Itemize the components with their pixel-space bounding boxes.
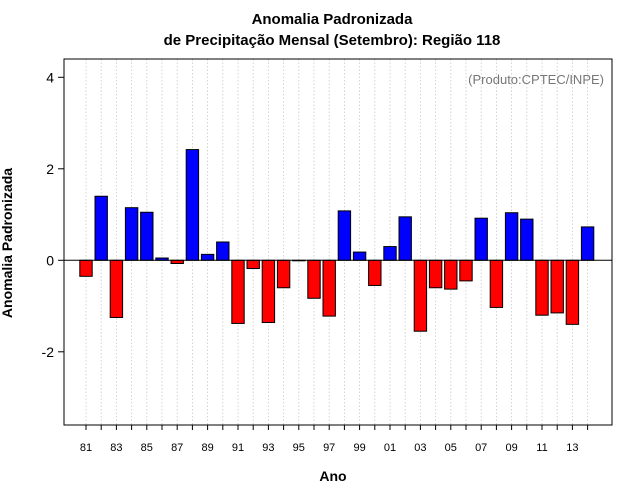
bar — [216, 241, 230, 261]
bar — [322, 259, 336, 317]
x-tick-label: 83 — [110, 442, 122, 454]
x-tick-label: 05 — [445, 442, 457, 454]
bar — [413, 259, 428, 332]
bar — [550, 259, 564, 314]
x-tick-label: 03 — [414, 442, 426, 454]
chart-title: Anomalia Padronizada — [252, 11, 414, 28]
bar — [185, 149, 200, 261]
credit-annotation: (Produto:CPTEC/INPE) — [468, 72, 604, 87]
bars — [79, 149, 595, 332]
x-tick-label: 07 — [475, 442, 487, 454]
x-tick-label: 09 — [505, 442, 517, 454]
bar — [474, 217, 488, 261]
bar — [94, 195, 108, 261]
bar — [246, 259, 260, 270]
x-tick-label: 93 — [262, 442, 274, 454]
bar — [535, 259, 549, 316]
x-tick-label: 99 — [353, 442, 365, 454]
x-tick-label: 11 — [536, 442, 547, 454]
bar — [200, 253, 215, 261]
bar — [307, 259, 321, 299]
x-axis: 81 83 85 87 89 91 93 95 97 99 01 03 05 07 09 11 13 — [80, 425, 589, 454]
bar — [109, 259, 124, 318]
y-tick-label: 2 — [46, 161, 54, 177]
x-tick-label: 95 — [293, 442, 305, 454]
bar — [79, 259, 93, 277]
y-axis-label: Anomalia Padronizada — [0, 168, 15, 318]
x-tick-label: 01 — [384, 442, 396, 454]
bar — [398, 216, 412, 261]
plot-frame — [63, 58, 613, 426]
bar — [383, 246, 397, 261]
y-tick-label: 0 — [46, 252, 54, 268]
bar — [459, 259, 473, 282]
x-tick-label: 89 — [201, 442, 213, 454]
bar — [337, 210, 352, 261]
bar — [520, 218, 534, 261]
bar — [231, 259, 245, 324]
bar — [124, 207, 139, 261]
bar — [489, 259, 504, 308]
x-tick-label: 97 — [323, 442, 335, 454]
y-axis: -2 0 2 4 — [42, 69, 64, 360]
x-tick-label: 85 — [141, 442, 153, 454]
bar — [565, 259, 580, 325]
chart-subtitle: de Precipitação Mensal (Setembro): Regiã… — [164, 32, 501, 49]
bar — [140, 211, 154, 261]
y-tick-label: 4 — [46, 69, 54, 85]
x-tick-label: 91 — [232, 442, 244, 454]
x-axis-label: Ano — [319, 468, 346, 484]
bar — [352, 251, 367, 261]
bar — [276, 259, 291, 289]
bar — [504, 212, 519, 261]
x-tick-label: 87 — [171, 442, 183, 454]
y-tick-label: -2 — [42, 344, 55, 360]
bar — [580, 226, 595, 261]
bar — [368, 259, 382, 286]
x-tick-label: 13 — [566, 442, 578, 454]
x-tick-label: 81 — [80, 442, 92, 454]
bar — [444, 259, 458, 290]
bar — [428, 259, 443, 289]
bar — [261, 259, 276, 324]
